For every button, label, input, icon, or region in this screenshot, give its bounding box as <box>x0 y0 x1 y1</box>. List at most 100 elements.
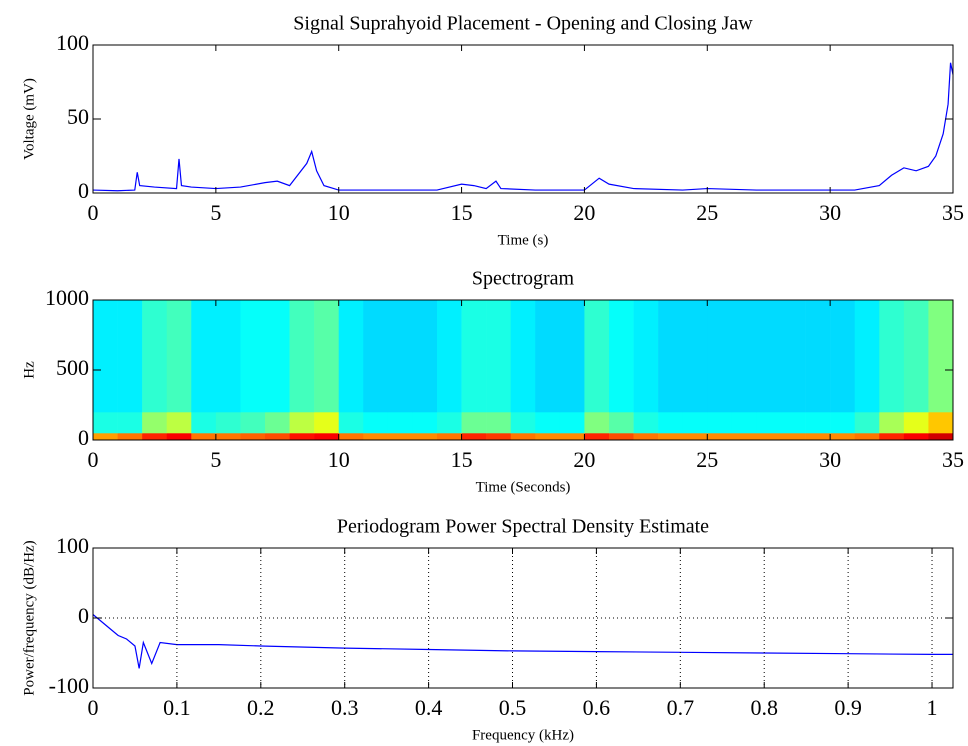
x-tick-label: 15 <box>451 200 473 225</box>
heatmap-cell <box>830 300 856 413</box>
y-tick-label: 1000 <box>45 285 89 310</box>
heatmap-cell <box>363 433 389 441</box>
heatmap-cell <box>928 300 954 413</box>
heatmap-cell <box>928 412 954 434</box>
heatmap-cell <box>93 300 118 413</box>
heatmap-cell <box>93 433 118 441</box>
x-tick-label: 30 <box>819 200 841 225</box>
data-line <box>92 614 953 669</box>
heatmap-cell <box>535 412 561 434</box>
x-tick-label: 20 <box>573 447 595 472</box>
x-axis-label: Time (s) <box>498 232 549 248</box>
axes-box <box>92 547 954 689</box>
x-tick-label: 0.3 <box>331 695 359 720</box>
heatmap-cell <box>584 433 610 441</box>
heatmap-cell <box>609 300 634 413</box>
axes-box <box>92 44 954 194</box>
y-tick-label: 0 <box>78 178 89 203</box>
heatmap-cell <box>338 412 364 434</box>
heatmap-cell <box>879 300 905 413</box>
x-tick-label: 5 <box>210 447 221 472</box>
heatmap-cell <box>166 433 192 441</box>
heatmap-cell <box>289 433 315 441</box>
heatmap-cell <box>191 300 217 413</box>
heatmap-cell <box>314 300 340 413</box>
heatmap-cell <box>486 300 512 413</box>
heatmap-cell <box>314 433 340 441</box>
heatmap-cell <box>559 433 585 441</box>
heatmap-cell <box>756 433 782 441</box>
heatmap-cell <box>584 300 610 413</box>
x-axis-label: Frequency (kHz) <box>472 727 574 743</box>
x-tick-label: 25 <box>696 200 718 225</box>
heatmap-cell <box>289 300 315 413</box>
heatmap-cell <box>854 412 880 434</box>
heatmap-cell <box>289 412 315 434</box>
x-tick-label: 0.7 <box>667 695 695 720</box>
heatmap-cell <box>879 412 905 434</box>
heatmap-cell <box>535 433 561 441</box>
heatmap-cell <box>903 300 929 413</box>
heatmap-cell <box>682 412 708 434</box>
x-tick-label: 0.5 <box>499 695 527 720</box>
heatmap-cell <box>265 412 290 434</box>
y-tick-label: 100 <box>56 533 89 558</box>
x-tick-label: 1 <box>927 695 938 720</box>
heatmap-cell <box>707 412 733 434</box>
heatmap-cell <box>215 300 241 413</box>
heatmap-cell <box>265 300 290 413</box>
x-tick-label: 0.1 <box>163 695 191 720</box>
heatmap-cell <box>191 433 217 441</box>
x-tick-label: 0 <box>88 200 99 225</box>
heatmap-cell <box>658 300 684 413</box>
heatmap-cell <box>731 412 757 434</box>
heatmap-cell <box>338 300 364 413</box>
y-tick-label: 0 <box>78 603 89 628</box>
heatmap-cell <box>903 433 929 441</box>
heatmap-cell <box>166 300 192 413</box>
heatmap-cell <box>805 412 831 434</box>
heatmap-cell <box>314 412 340 434</box>
heatmap-cell <box>559 412 585 434</box>
heatmap-cell <box>387 433 413 441</box>
heatmap-cell <box>682 300 708 413</box>
heatmap-cell <box>756 412 782 434</box>
heatmap-cell <box>437 300 462 413</box>
heatmap-cell <box>117 433 143 441</box>
x-tick-label: 0.2 <box>247 695 275 720</box>
heatmap-cell <box>93 412 118 434</box>
x-tick-label: 15 <box>451 447 473 472</box>
heatmap-cell <box>731 433 757 441</box>
heatmap-cell <box>437 412 462 434</box>
heatmap-cell <box>854 300 880 413</box>
heatmap-cell <box>928 433 954 441</box>
heatmap-cell <box>781 300 806 413</box>
data-line <box>92 62 954 192</box>
heatmap-cell <box>117 300 143 413</box>
heatmap-cell <box>707 300 733 413</box>
heatmap-cell <box>215 412 241 434</box>
x-axis-label: Time (Seconds) <box>476 479 571 495</box>
heatmap-cell <box>731 300 757 413</box>
heatmap-cell <box>142 300 168 413</box>
heatmap-cell <box>510 433 536 441</box>
heatmap-cell <box>240 412 266 434</box>
heatmap-cell <box>903 412 929 434</box>
y-axis-label: Power/frequency (dB/Hz) <box>21 540 37 695</box>
axes-box <box>92 299 954 441</box>
heatmap-cell <box>215 433 241 441</box>
heatmap-cell <box>658 433 684 441</box>
heatmap-cell <box>363 300 389 413</box>
x-tick-label: 20 <box>573 200 595 225</box>
heatmap-cell <box>756 300 782 413</box>
y-axis-label: Hz <box>21 361 37 379</box>
chart-title: Periodogram Power Spectral Density Estim… <box>337 516 709 538</box>
heatmap-cell <box>191 412 217 434</box>
heatmap-cell <box>510 300 536 413</box>
x-tick-label: 0 <box>88 447 99 472</box>
heatmap-cell <box>142 433 168 441</box>
heatmap-cell <box>461 433 487 441</box>
heatmap-cell <box>535 300 561 413</box>
heatmap-cell <box>412 300 438 413</box>
